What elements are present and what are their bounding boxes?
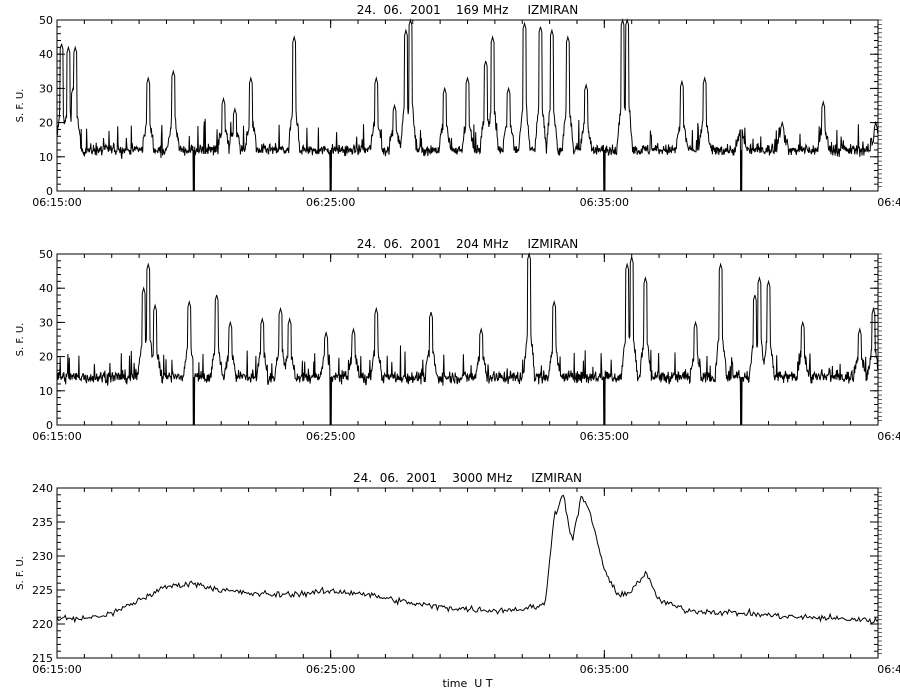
panel-3: 24. 06. 2001 3000 MHz IZMIRAN S. F. U. 215… bbox=[15, 471, 900, 690]
y-tick-label: 30 bbox=[39, 82, 53, 95]
panel-1: 24. 06. 2001 169 MHz IZMIRAN S. F. U. 0 10 2… bbox=[15, 3, 900, 209]
y-tick-label: 225 bbox=[32, 584, 53, 597]
y-tick-label: 40 bbox=[39, 48, 53, 61]
y-axis-label: S. F. U. bbox=[15, 89, 26, 123]
y-tick-label: 230 bbox=[32, 550, 53, 563]
y-tick-label: 50 bbox=[39, 248, 53, 261]
plot-frame bbox=[56, 253, 879, 426]
data-series-line bbox=[56, 494, 879, 625]
x-tick-label: 06:45:00 bbox=[877, 663, 900, 676]
x-tick-label: 06:35:00 bbox=[580, 196, 629, 209]
y-tick-label: 20 bbox=[39, 351, 53, 364]
x-tick-label: 06:45:00 bbox=[877, 196, 900, 209]
y-tick-label: 10 bbox=[39, 385, 53, 398]
x-tick-label: 06:15:00 bbox=[32, 196, 81, 209]
y-tick-label: 50 bbox=[39, 14, 53, 27]
y-tick-label: 240 bbox=[32, 482, 53, 495]
panel-2: 24. 06. 2001 204 MHz IZMIRAN S. F. U. 0 10 2… bbox=[15, 237, 900, 443]
y-tick-label: 235 bbox=[32, 516, 53, 529]
chart-title: 24. 06. 2001 3000 MHz IZMIRAN bbox=[353, 471, 582, 485]
y-tick-label: 20 bbox=[39, 117, 53, 130]
x-tick-label: 06:25:00 bbox=[306, 663, 355, 676]
y-axis-label: S. F. U. bbox=[15, 323, 26, 357]
data-series-line bbox=[56, 18, 879, 192]
y-tick-label: 220 bbox=[32, 618, 53, 631]
x-tick-label: 06:15:00 bbox=[32, 663, 81, 676]
x-tick-label: 06:45:00 bbox=[877, 430, 900, 443]
chart-title: 24. 06. 2001 204 MHz IZMIRAN bbox=[357, 237, 578, 251]
x-tick-label: 06:15:00 bbox=[32, 430, 81, 443]
x-tick-label: 06:25:00 bbox=[306, 430, 355, 443]
x-axis-label: time U T bbox=[442, 677, 492, 690]
y-tick-label: 0 bbox=[46, 419, 53, 432]
plot-frame bbox=[56, 487, 879, 659]
y-tick-label: 30 bbox=[39, 316, 53, 329]
chart-title: 24. 06. 2001 169 MHz IZMIRAN bbox=[357, 3, 578, 17]
data-series-line bbox=[56, 252, 879, 426]
x-tick-label: 06:35:00 bbox=[580, 663, 629, 676]
y-tick-label: 215 bbox=[32, 652, 53, 665]
y-axis-label: S. F. U. bbox=[15, 556, 26, 590]
x-tick-label: 06:35:00 bbox=[580, 430, 629, 443]
y-tick-label: 0 bbox=[46, 185, 53, 198]
x-tick-label: 06:25:00 bbox=[306, 196, 355, 209]
y-tick-label: 10 bbox=[39, 151, 53, 164]
y-tick-label: 40 bbox=[39, 282, 53, 295]
plot-frame bbox=[56, 19, 879, 192]
